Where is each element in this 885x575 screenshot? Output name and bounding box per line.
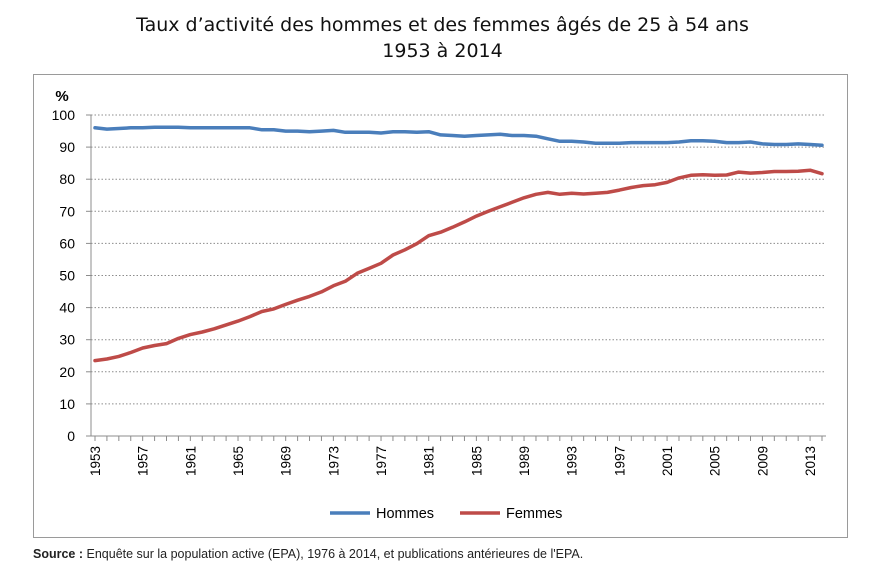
chart-subtitle: 1953 à 2014 [382, 40, 503, 62]
y-axis-unit-label: % [55, 88, 68, 105]
series-line-femmes [93, 168, 824, 363]
y-tick-label: 90 [59, 139, 75, 155]
y-tick-label: 30 [59, 332, 75, 348]
x-tick-label: 1985 [469, 446, 484, 476]
legend-item-hommes: Hommes [330, 506, 434, 522]
series-line-hommes [93, 125, 824, 147]
x-tick-label: 1993 [565, 446, 580, 476]
x-tick-label: 2005 [708, 446, 723, 476]
source-label: Source : [33, 547, 84, 561]
legend: Hommes Femmes [330, 506, 562, 522]
x-tick-label: 1969 [279, 446, 294, 476]
x-tick-label: 1965 [231, 446, 246, 476]
y-tick-label: 70 [59, 203, 75, 219]
y-tick-label: 10 [59, 396, 75, 412]
y-tick-label: 50 [59, 268, 75, 284]
x-tick-label: 1997 [612, 446, 627, 476]
x-tick-label: 2009 [755, 446, 770, 476]
gridlines [91, 114, 826, 405]
y-tick-label: 60 [59, 235, 75, 251]
y-tick-label: 100 [52, 107, 76, 123]
axes: 0 10 20 30 40 50 60 70 80 90 100 1953 1957 1961 1965 19… [52, 107, 826, 476]
x-tick-label: 1953 [88, 446, 103, 476]
x-tick-label: 1973 [326, 446, 341, 476]
legend-label: Hommes [376, 506, 434, 522]
x-tick-label: 1961 [183, 446, 198, 476]
legend-label: Femmes [506, 506, 562, 522]
y-tick-label: 0 [67, 428, 75, 444]
x-tick-label: 2001 [660, 446, 675, 476]
legend-item-femmes: Femmes [460, 506, 562, 522]
x-tick-label: 2013 [803, 446, 818, 476]
y-tick-label: 20 [59, 364, 75, 380]
x-tick-label: 1957 [136, 446, 151, 476]
y-tick-label: 40 [59, 300, 75, 316]
x-tick-label: 1981 [422, 446, 437, 476]
y-tick-label: 80 [59, 171, 75, 187]
chart-title: Taux d’activité des hommes et des femmes… [136, 14, 749, 36]
series-lines [93, 125, 824, 363]
x-tick-label: 1989 [517, 446, 532, 476]
chart-frame [33, 74, 848, 538]
x-tick-label: 1977 [374, 446, 389, 476]
source-note: Source : Enquête sur la population activ… [33, 547, 583, 561]
source-text: Enquête sur la population active (EPA), … [86, 547, 584, 561]
